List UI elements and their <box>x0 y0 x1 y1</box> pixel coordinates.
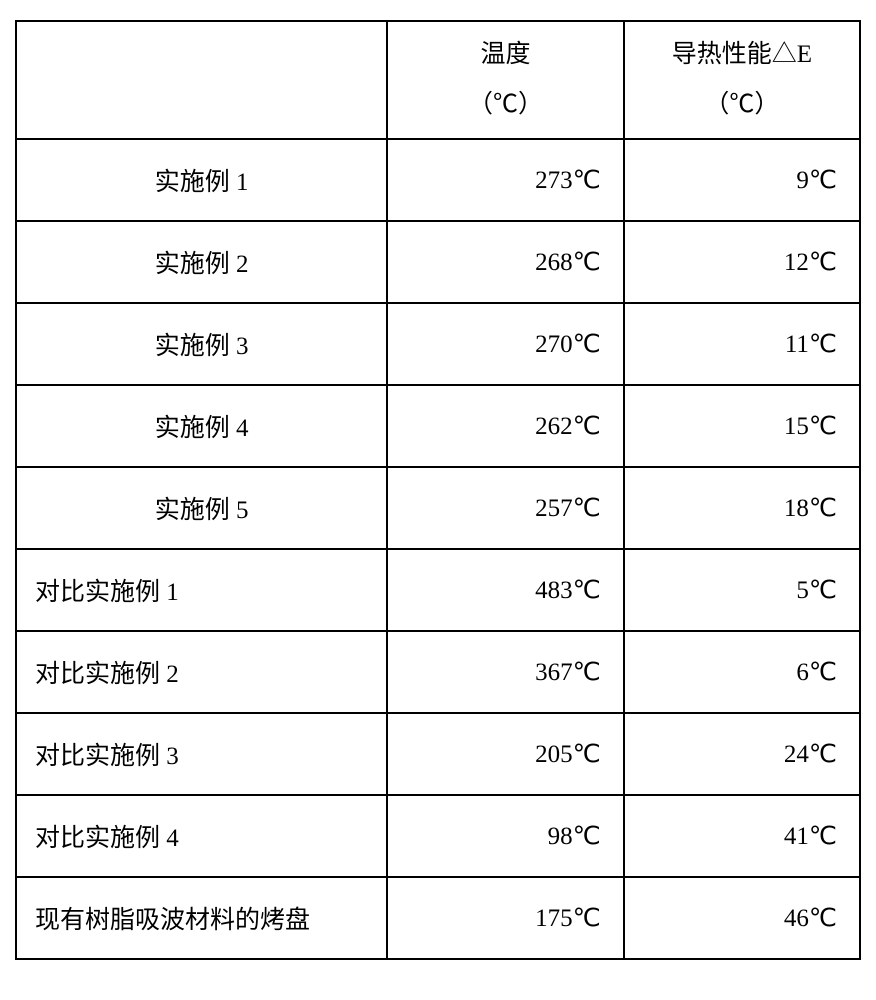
row-label: 实施例 2 <box>16 221 387 303</box>
row-label: 实施例 4 <box>16 385 387 467</box>
table-row: 对比实施例 3 205℃ 24℃ <box>16 713 860 795</box>
row-temperature: 270℃ <box>387 303 623 385</box>
table-row: 对比实施例 1 483℃ 5℃ <box>16 549 860 631</box>
header-temperature-title: 温度 <box>392 30 618 80</box>
table-row: 现有树脂吸波材料的烤盘 175℃ 46℃ <box>16 877 860 959</box>
table-row: 实施例 3 270℃ 11℃ <box>16 303 860 385</box>
row-label: 实施例 5 <box>16 467 387 549</box>
row-label: 实施例 1 <box>16 139 387 221</box>
table-row: 实施例 1 273℃ 9℃ <box>16 139 860 221</box>
row-temperature: 257℃ <box>387 467 623 549</box>
table-row: 对比实施例 2 367℃ 6℃ <box>16 631 860 713</box>
row-delta-e: 18℃ <box>624 467 860 549</box>
row-temperature: 262℃ <box>387 385 623 467</box>
table-row: 实施例 4 262℃ 15℃ <box>16 385 860 467</box>
row-delta-e: 9℃ <box>624 139 860 221</box>
header-delta-e-title: 导热性能△E <box>629 30 855 80</box>
row-delta-e: 24℃ <box>624 713 860 795</box>
row-temperature: 205℃ <box>387 713 623 795</box>
row-label: 对比实施例 2 <box>16 631 387 713</box>
row-label: 对比实施例 1 <box>16 549 387 631</box>
data-table: 温度 （℃） 导热性能△E （℃） 实施例 1 273℃ 9℃ 实施例 2 26… <box>15 20 861 960</box>
table-header-row: 温度 （℃） 导热性能△E （℃） <box>16 21 860 139</box>
row-temperature: 268℃ <box>387 221 623 303</box>
row-temperature: 367℃ <box>387 631 623 713</box>
header-label <box>16 21 387 139</box>
row-delta-e: 41℃ <box>624 795 860 877</box>
table-row: 实施例 5 257℃ 18℃ <box>16 467 860 549</box>
row-temperature: 175℃ <box>387 877 623 959</box>
header-delta-e: 导热性能△E （℃） <box>624 21 860 139</box>
table-row: 实施例 2 268℃ 12℃ <box>16 221 860 303</box>
header-temperature-unit: （℃） <box>392 80 618 130</box>
row-delta-e: 12℃ <box>624 221 860 303</box>
table-row: 对比实施例 4 98℃ 41℃ <box>16 795 860 877</box>
row-label: 对比实施例 4 <box>16 795 387 877</box>
row-delta-e: 15℃ <box>624 385 860 467</box>
row-delta-e: 6℃ <box>624 631 860 713</box>
header-delta-e-unit: （℃） <box>629 80 855 130</box>
row-delta-e: 11℃ <box>624 303 860 385</box>
row-delta-e: 46℃ <box>624 877 860 959</box>
header-temperature: 温度 （℃） <box>387 21 623 139</box>
row-temperature: 273℃ <box>387 139 623 221</box>
row-label: 对比实施例 3 <box>16 713 387 795</box>
row-label: 现有树脂吸波材料的烤盘 <box>16 877 387 959</box>
row-temperature: 98℃ <box>387 795 623 877</box>
row-temperature: 483℃ <box>387 549 623 631</box>
row-label: 实施例 3 <box>16 303 387 385</box>
data-table-container: 温度 （℃） 导热性能△E （℃） 实施例 1 273℃ 9℃ 实施例 2 26… <box>0 0 876 980</box>
row-delta-e: 5℃ <box>624 549 860 631</box>
table-body: 实施例 1 273℃ 9℃ 实施例 2 268℃ 12℃ 实施例 3 270℃ … <box>16 139 860 959</box>
